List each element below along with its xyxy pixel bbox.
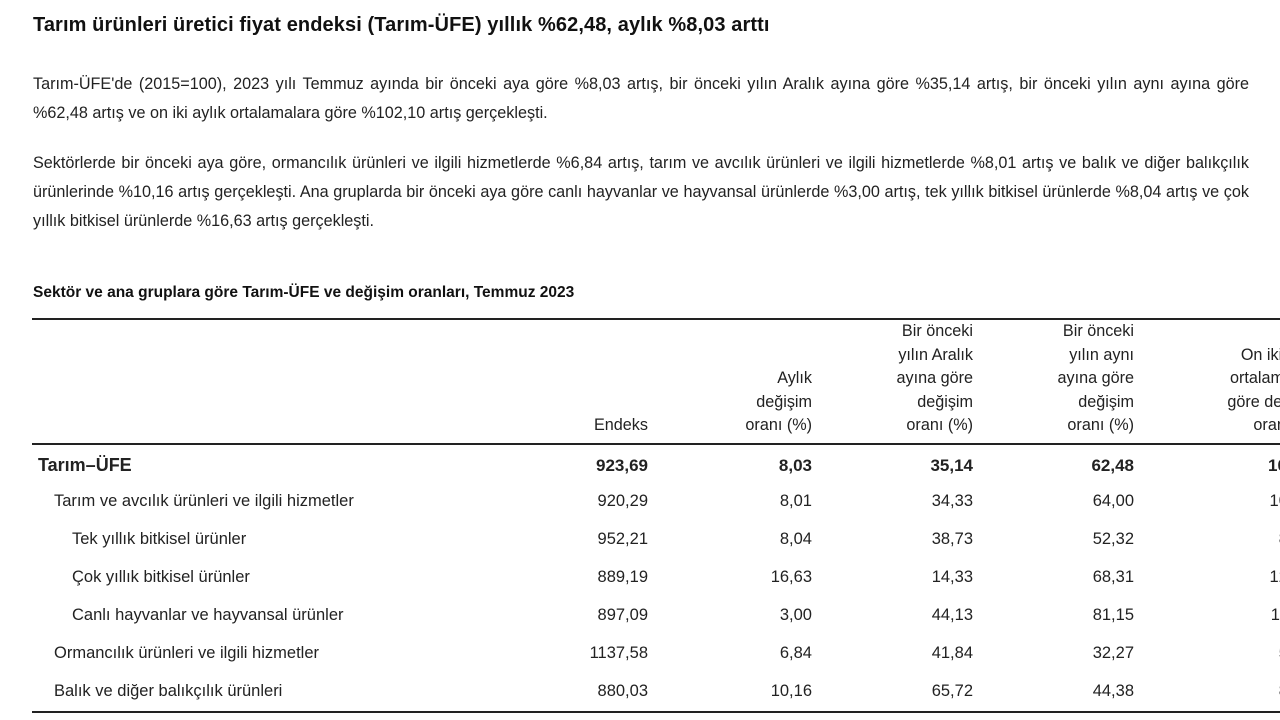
- cell-twelve-month-avg-change: 52,06: [1152, 635, 1280, 673]
- cell-yearly-change: 62,48: [1091, 455, 1134, 475]
- row-label: Canlı hayvanlar ve hayvansal ürünler: [72, 606, 344, 624]
- cell-monthly-change: 8,04: [779, 530, 812, 548]
- table-caption: Sektör ve ana gruplara göre Tarım-ÜFE ve…: [33, 284, 575, 301]
- table-row: Tarım ve avcılık ürünleri ve ilgili hizm…: [32, 483, 1280, 521]
- header-label-col: [32, 319, 508, 444]
- row-label: Çok yıllık bitkisel ürünler: [72, 568, 250, 586]
- table-row: Ormancılık ürünleri ve ilgili hizmetler 1…: [32, 635, 1280, 673]
- intro-paragraph: Tarım-ÜFE'de (2015=100), 2023 yılı Temmu…: [33, 75, 1249, 122]
- cell-december-change: 14,33: [931, 568, 973, 586]
- cell-december-change: 34,33: [931, 492, 973, 510]
- cell-endeks: 889,19: [597, 568, 648, 586]
- cell-monthly-change: 8,01: [779, 492, 812, 510]
- row-label: Balık ve diğer balıkçılık ürünleri: [54, 682, 283, 700]
- cell-twelve-month-avg-change: 84,39: [1152, 673, 1280, 712]
- cell-december-change: 38,73: [931, 530, 973, 548]
- headline: Tarım ürünleri üretici fiyat endeksi (Ta…: [33, 14, 770, 36]
- cell-endeks: 1137,58: [589, 644, 648, 662]
- cell-december-change: 41,84: [931, 644, 973, 662]
- cell-yearly-change: 32,27: [1092, 644, 1134, 662]
- cell-twelve-month-avg-change: 104,31: [1269, 492, 1280, 510]
- cell-yearly-change: 64,00: [1092, 492, 1134, 510]
- cell-monthly-change: 8,03: [778, 455, 812, 475]
- cell-twelve-month-avg-change: 116,06: [1270, 606, 1280, 624]
- cell-december-change: 44,13: [931, 606, 973, 624]
- header-yearly-change: Bir önceki yılın aynı ayına göre değişim ora…: [1057, 322, 1135, 434]
- header-monthly-change: Aylık değişim oranı (%): [745, 369, 812, 434]
- table-body: Tarım–ÜFE923,698,0335,1462,48102,10Tarım…: [32, 444, 1280, 712]
- header-endeks: Endeks: [594, 416, 648, 434]
- cell-twelve-month-avg-change: 123,54: [1269, 568, 1280, 586]
- cell-yearly-change: 81,15: [1092, 606, 1134, 624]
- cell-yearly-change: 44,38: [1092, 682, 1134, 700]
- cell-monthly-change: 16,63: [770, 568, 812, 586]
- cell-monthly-change: 6,84: [779, 644, 812, 662]
- cell-yearly-change: 68,31: [1092, 568, 1134, 586]
- cell-endeks: 880,03: [597, 682, 648, 700]
- cell-december-change: 35,14: [930, 455, 973, 475]
- cell-endeks: 897,09: [597, 606, 648, 624]
- row-label: Ormancılık ürünleri ve ilgili hizmetler: [54, 644, 319, 662]
- table-header-row: Endeks Aylık değişim oranı (%) Bir önceki y…: [32, 319, 1280, 444]
- row-label: Tek yıllık bitkisel ürünler: [72, 530, 247, 548]
- table-row: Canlı hayvanlar ve hayvansal ürünler 897,…: [32, 597, 1280, 635]
- header-december-change: Bir önceki yılın Aralık ayına göre değişim o…: [896, 322, 974, 434]
- cell-endeks: 923,69: [596, 455, 648, 475]
- sector-paragraph: Sektörlerde bir önceki aya göre, ormancı…: [33, 154, 1249, 230]
- cell-december-change: 65,72: [931, 682, 973, 700]
- cell-twelve-month-avg-change: 102,10: [1268, 455, 1280, 475]
- row-label: Tarım ve avcılık ürünleri ve ilgili hizm…: [54, 492, 354, 510]
- cell-twelve-month-avg-change: 89,60: [1152, 521, 1280, 559]
- price-index-table: Endeks Aylık değişim oranı (%) Bir önceki y…: [32, 318, 1280, 713]
- table-row: Tarım–ÜFE 923,69 8,03 35,14 62,48 102,10: [32, 444, 1280, 483]
- row-label: Tarım–ÜFE: [38, 455, 132, 475]
- table-row: Çok yıllık bitkisel ürünler 889,19 16,63 14…: [32, 559, 1280, 597]
- table-row: Tek yıllık bitkisel ürünler 952,21 8,04 38,…: [32, 521, 1280, 559]
- cell-monthly-change: 10,16: [770, 682, 812, 700]
- table-row: Balık ve diğer balıkçılık ürünleri 880,03…: [32, 673, 1280, 712]
- cell-endeks: 920,29: [597, 492, 648, 510]
- cell-yearly-change: 52,32: [1092, 530, 1134, 548]
- cell-monthly-change: 3,00: [779, 606, 812, 624]
- cell-endeks: 952,21: [597, 530, 648, 548]
